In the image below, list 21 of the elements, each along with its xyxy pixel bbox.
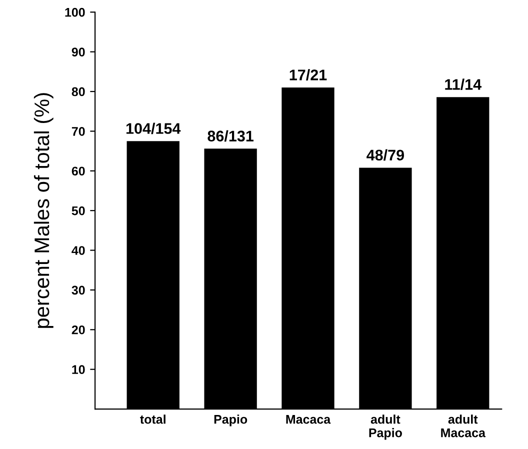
y-tick-label: 50 bbox=[72, 206, 85, 216]
data-label: 104/154 bbox=[126, 122, 181, 134]
data-label: 48/79 bbox=[366, 149, 404, 161]
x-tick-label: total bbox=[140, 414, 166, 424]
y-tick-label: 70 bbox=[72, 127, 85, 136]
y-tick-label: 10 bbox=[72, 365, 85, 374]
y-tick-label: 40 bbox=[72, 246, 85, 255]
data-label: 17/21 bbox=[290, 69, 327, 81]
y-tick-label: 20 bbox=[72, 325, 85, 334]
data-label: 86/131 bbox=[208, 130, 254, 142]
y-tick-label: 60 bbox=[72, 166, 85, 176]
data-label: 11/14 bbox=[445, 78, 482, 90]
y-tick-label: 100 bbox=[65, 8, 85, 17]
y-tick-label: 30 bbox=[72, 286, 85, 295]
y-tick-label: 80 bbox=[72, 87, 85, 96]
x-tick-label: Papio bbox=[214, 414, 248, 426]
y-tick-label: 90 bbox=[72, 48, 85, 56]
x-tick-label: adult Macaca bbox=[441, 414, 486, 438]
x-tick-label: Macaca bbox=[286, 415, 331, 424]
y-axis-title: percent Males of total (%) bbox=[34, 93, 54, 328]
x-tick-label: adult Papio bbox=[369, 414, 402, 440]
